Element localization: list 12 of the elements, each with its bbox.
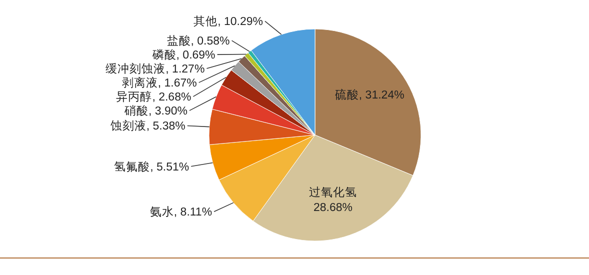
data-label: 缓冲刻蚀液, 1.27%	[106, 64, 205, 76]
data-label: 盐酸, 0.58%	[166, 36, 230, 48]
data-label: 氨水, 8.11%	[150, 206, 212, 219]
data-label: 硫酸, 31.24%	[334, 89, 404, 102]
data-label: 其他, 10.29%	[194, 16, 263, 28]
data-label: 过氧化氢 28.68%	[309, 187, 358, 214]
data-label: 蚀刻液, 5.38%	[110, 120, 186, 133]
data-label: 剥离液, 1.67%	[122, 78, 197, 90]
data-label: 氢氟酸, 5.51%	[114, 161, 190, 174]
data-label: 磷酸, 0.69%	[152, 50, 216, 62]
data-label: 硝酸, 3.90%	[124, 106, 188, 118]
data-label: 异丙醇, 2.68%	[116, 92, 192, 104]
